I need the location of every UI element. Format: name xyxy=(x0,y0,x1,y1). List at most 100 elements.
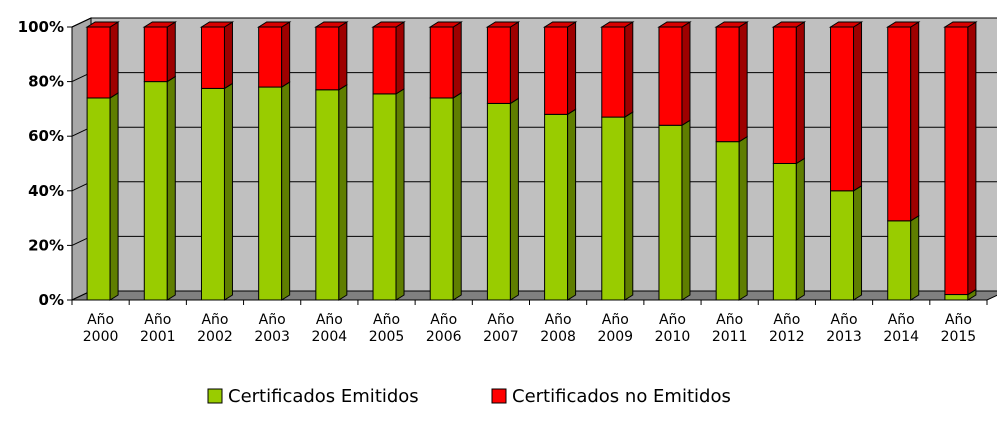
x-tick-label-line1: Año xyxy=(888,312,915,328)
bar-segment xyxy=(885,21,921,222)
bar-segment xyxy=(657,21,692,127)
bar-side xyxy=(166,21,176,83)
bar-segment xyxy=(601,111,634,301)
legend: Certificados Emitidos Certificados no Emi… xyxy=(207,386,731,407)
x-tick-label-line1: Año xyxy=(659,312,686,328)
bar-segment xyxy=(486,97,519,301)
bar-top xyxy=(314,21,349,28)
bar-top xyxy=(657,21,692,28)
gridline-side xyxy=(71,17,92,28)
bar-front xyxy=(944,294,969,301)
bar-front xyxy=(944,26,969,296)
bar-segment xyxy=(142,21,178,83)
bar-side xyxy=(395,87,405,301)
bar-side xyxy=(452,92,462,301)
x-tick-label-line1: Año xyxy=(259,312,286,328)
x-tick-label-line2: 2001 xyxy=(140,329,176,345)
bar-segment xyxy=(200,82,233,301)
legend-swatch xyxy=(491,388,507,404)
bar-segment xyxy=(943,21,978,296)
bar-top xyxy=(600,21,635,28)
bar-top xyxy=(542,21,578,28)
x-tick-label-line1: Año xyxy=(716,312,743,328)
x-tick-label-line1: Año xyxy=(87,312,114,328)
bar-front xyxy=(887,26,912,222)
bar-front xyxy=(830,26,855,192)
x-tick-label: Año 2004 xyxy=(312,312,348,345)
bar-side xyxy=(223,82,233,301)
x-tick-label-line2: 2008 xyxy=(540,329,576,345)
bar-front xyxy=(372,26,397,95)
bar-front xyxy=(544,113,569,301)
bar-side xyxy=(166,75,176,301)
bar-segment xyxy=(429,92,462,301)
x-tick-label-line2: 2014 xyxy=(883,329,919,345)
bar-front xyxy=(86,97,111,301)
x-tick-label: Año 2010 xyxy=(655,312,691,345)
x-tick-label-line2: 2013 xyxy=(826,329,862,345)
x-tick-label: Año 2011 xyxy=(712,312,748,345)
bar-front xyxy=(544,26,569,115)
bar-side xyxy=(795,21,805,165)
y-tick-label: 100% xyxy=(18,18,64,36)
bar-segment xyxy=(314,21,349,91)
bar-side xyxy=(681,21,691,127)
bar-side xyxy=(853,184,863,301)
bar-side xyxy=(509,97,519,301)
bar-side xyxy=(567,21,577,116)
x-tick-label: Año 2006 xyxy=(426,312,462,345)
bar-segment xyxy=(830,184,863,301)
x-tick-label-line1: Año xyxy=(831,312,858,328)
bar-side xyxy=(509,21,519,105)
legend-label: Certificados Emitidos xyxy=(228,386,419,407)
bar-top xyxy=(256,21,292,28)
x-tick-label-line2: 2000 xyxy=(83,329,119,345)
bar-top xyxy=(199,21,235,28)
bar-front xyxy=(601,26,626,118)
bar-front xyxy=(315,89,340,301)
x-tick-label-line1: Año xyxy=(945,312,972,328)
bar-front xyxy=(772,26,797,164)
bar-side xyxy=(738,135,748,301)
x-tick-label-line1: Año xyxy=(773,312,800,328)
x-tick-label: Año 2009 xyxy=(597,312,633,345)
x-tick-label-line2: 2002 xyxy=(197,329,233,345)
x-tick-label-line2: 2004 xyxy=(312,329,348,345)
bar-top xyxy=(771,21,807,28)
bar-side xyxy=(281,21,291,88)
x-tick-label-line1: Año xyxy=(430,312,457,328)
bar-segment xyxy=(199,21,235,90)
bar-segment xyxy=(828,21,864,192)
bar-front xyxy=(372,93,397,301)
bar-side xyxy=(109,92,119,301)
bar-front xyxy=(429,26,454,99)
x-tick-label: Año 2012 xyxy=(769,312,805,345)
y-tick-label: 80% xyxy=(28,73,64,91)
bar-front xyxy=(601,116,626,301)
x-tick-label-line2: 2009 xyxy=(597,329,633,345)
bar-side xyxy=(967,21,977,296)
x-tick-label-line1: Año xyxy=(602,312,629,328)
bar-side xyxy=(338,83,348,301)
x-tick-label-line1: Año xyxy=(487,312,514,328)
bar-front xyxy=(715,26,740,143)
x-tick-label-line2: 2011 xyxy=(712,329,748,345)
x-tick-label: Año 2014 xyxy=(883,312,919,345)
x-tick-label: Año 2015 xyxy=(941,312,977,345)
bar-front xyxy=(772,163,797,301)
bar-segment xyxy=(544,108,577,301)
bar-segment xyxy=(428,21,463,99)
x-tick-label-line2: 2015 xyxy=(941,329,977,345)
bar-front xyxy=(86,26,111,99)
bar-side xyxy=(395,21,405,95)
bar-front xyxy=(658,26,683,126)
bar-front xyxy=(715,141,740,301)
bar-front xyxy=(200,26,225,89)
bar-segment xyxy=(600,21,635,118)
bar-segment xyxy=(715,135,748,301)
bar-top xyxy=(943,21,978,28)
bar-side xyxy=(853,21,863,192)
bar-segment xyxy=(258,81,291,301)
